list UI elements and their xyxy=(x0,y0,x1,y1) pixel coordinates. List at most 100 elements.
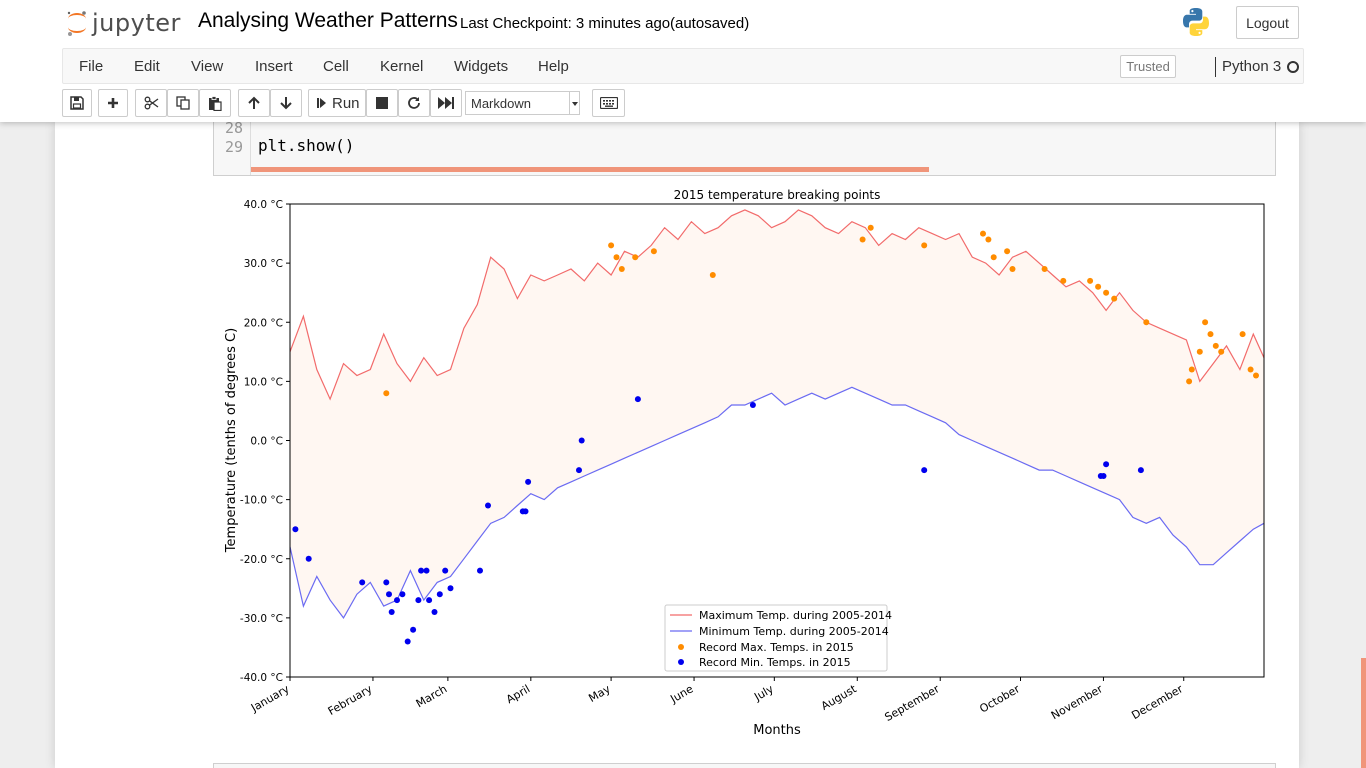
kernel-separator xyxy=(1215,57,1216,77)
menu-edit[interactable]: Edit xyxy=(134,58,160,75)
record-min-point xyxy=(386,591,392,598)
record-max-point xyxy=(1253,372,1259,379)
output-collapse-bar[interactable] xyxy=(251,167,929,172)
python-logo-icon xyxy=(1183,8,1209,36)
y-tick-label: -30.0 °C xyxy=(240,613,283,625)
record-max-point xyxy=(383,390,390,397)
checkpoint-status: Last Checkpoint: 3 minutes ago xyxy=(460,15,671,32)
notebook-title[interactable]: Analysing Weather Patterns xyxy=(198,9,458,32)
logout-button[interactable]: Logout xyxy=(1236,6,1299,39)
save-icon xyxy=(70,96,84,110)
x-tick-label: April xyxy=(504,682,532,706)
record-min-point xyxy=(404,638,411,645)
arrow-down-icon xyxy=(280,97,292,110)
restart-run-all-button[interactable] xyxy=(430,89,462,117)
record-max-point xyxy=(1060,277,1067,284)
command-palette-button[interactable] xyxy=(592,89,625,117)
run-label: Run xyxy=(332,94,360,112)
record-max-point xyxy=(980,230,986,237)
save-button[interactable] xyxy=(62,89,92,117)
y-tick-label: -20.0 °C xyxy=(240,554,283,566)
menu-widgets[interactable]: Widgets xyxy=(454,58,509,75)
move-down-button[interactable] xyxy=(270,89,302,117)
paste-button[interactable] xyxy=(199,89,231,117)
cell-type-select[interactable]: Markdown xyxy=(465,91,580,115)
move-up-button[interactable] xyxy=(238,89,270,117)
record-min-point xyxy=(634,396,641,403)
menu-file[interactable]: File xyxy=(79,58,104,75)
record-min-point xyxy=(423,567,430,574)
record-max-point xyxy=(1087,277,1094,284)
record-min-point xyxy=(576,467,582,474)
record-max-point xyxy=(1218,348,1225,355)
y-tick-label: 0.0 °C xyxy=(250,436,283,448)
code-text[interactable]: plt.show() xyxy=(258,136,355,155)
trusted-badge[interactable]: Trusted xyxy=(1120,55,1176,78)
series-line-min-temp xyxy=(289,386,1265,619)
dropdown-arrow-icon xyxy=(569,92,579,114)
copy-button[interactable] xyxy=(167,89,199,117)
autosave-status: (autosaved) xyxy=(670,15,750,32)
legend-label-max: Maximum Temp. during 2005-2014 xyxy=(699,609,892,622)
kernel-idle-icon xyxy=(1287,61,1299,73)
code-cell[interactable]: 28 29 plt.show() xyxy=(213,122,1276,176)
jupyter-logo[interactable]: jupyter xyxy=(66,8,181,38)
temperature-chart: 40.0 °C 30.0 °C 20.0 °C 10.0 °C 0.0 °C -10.0 … xyxy=(224,188,1265,738)
record-min-point xyxy=(578,437,585,444)
legend-label-min: Minimum Temp. during 2005-2014 xyxy=(699,625,889,638)
fast-forward-icon xyxy=(438,97,454,109)
record-min-point xyxy=(399,591,406,598)
toolbar: Run Markdown xyxy=(62,89,1304,119)
kernel-name[interactable]: Python 3 xyxy=(1222,58,1282,75)
record-min-point xyxy=(522,508,529,515)
jupyter-logo-icon xyxy=(67,11,86,36)
run-button[interactable]: Run xyxy=(308,89,366,117)
cut-button[interactable] xyxy=(135,89,167,117)
insert-cell-button[interactable] xyxy=(98,89,128,117)
record-min-point xyxy=(436,591,443,598)
x-tick-label: January xyxy=(248,682,292,715)
x-axis-label: Months xyxy=(753,723,801,738)
menu-cell[interactable]: Cell xyxy=(323,58,349,75)
menu-view[interactable]: View xyxy=(191,58,224,75)
record-max-point xyxy=(1239,331,1246,338)
record-min-point xyxy=(1103,461,1110,468)
record-min-point xyxy=(383,579,390,586)
record-max-point xyxy=(709,272,716,278)
record-max-point xyxy=(990,254,997,261)
stop-icon xyxy=(376,97,388,109)
record-min-point xyxy=(431,609,438,615)
interrupt-button[interactable] xyxy=(366,89,398,117)
next-cell[interactable] xyxy=(213,763,1276,768)
y-tick-label: 30.0 °C xyxy=(244,258,283,270)
x-tick-label: February xyxy=(326,682,375,718)
menu-help[interactable]: Help xyxy=(538,58,569,75)
record-min-point xyxy=(485,502,491,509)
record-max-point xyxy=(1111,295,1118,302)
record-min-point xyxy=(359,579,366,586)
menu-insert[interactable]: Insert xyxy=(255,58,293,75)
x-tick-label: November xyxy=(1049,682,1105,722)
record-max-point xyxy=(1009,266,1016,272)
menu-bar: File Edit View Insert Cell Kernel Widget… xyxy=(62,48,1304,84)
record-max-point xyxy=(1202,319,1209,326)
x-tick-label: August xyxy=(819,682,859,713)
step-forward-icon xyxy=(317,98,326,108)
record-max-point xyxy=(1196,348,1203,355)
record-max-point xyxy=(1103,289,1110,296)
record-max-point xyxy=(608,242,615,249)
menu-kernel[interactable]: Kernel xyxy=(380,58,424,75)
record-max-point xyxy=(1186,378,1193,385)
record-min-point xyxy=(418,567,425,574)
legend-label-record-max: Record Max. Temps. in 2015 xyxy=(699,641,854,654)
restart-button[interactable] xyxy=(398,89,430,117)
record-min-point xyxy=(388,609,395,615)
record-max-point xyxy=(632,254,639,261)
record-max-point xyxy=(1188,366,1195,373)
record-min-point xyxy=(1100,473,1107,479)
line-number: 28 xyxy=(224,122,243,137)
plus-icon xyxy=(108,98,118,108)
x-tick-label: May xyxy=(586,682,613,705)
scrollbar-thumb[interactable] xyxy=(1361,658,1366,768)
record-max-point xyxy=(1004,248,1011,255)
